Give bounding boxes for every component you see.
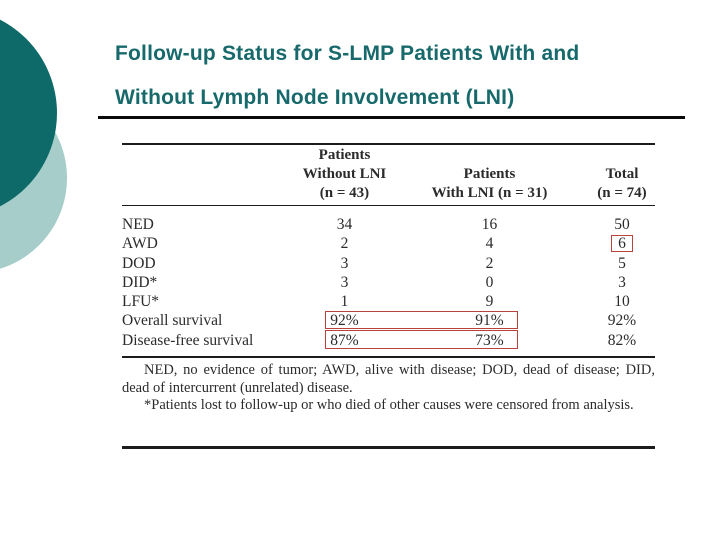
cell-with-lni: 16 [481, 216, 498, 233]
slide-title-line-1: Follow-up Status for S-LMP Patients With… [115, 42, 580, 65]
cell-total: 50 [614, 216, 630, 233]
row-label: DID* [122, 273, 158, 291]
cell-without-lni: 1 [340, 293, 349, 311]
cell-with-lni: 73% [475, 331, 504, 349]
header-patients-with-lni: Patients With LNI (n = 31) [431, 166, 548, 201]
row-label: NED [122, 216, 154, 233]
table-rule-bottom [122, 446, 655, 449]
cell-without-lni: 2 [340, 235, 349, 253]
title-underline [98, 116, 685, 119]
highlight-box-overall-survival-row [325, 310, 518, 329]
row-label: DOD [122, 254, 156, 272]
cell-without-lni: 92% [330, 312, 359, 330]
cell-total: 3 [618, 273, 626, 291]
slide-title-line-2: Without Lymph Node Involvement (LNI) [115, 86, 515, 109]
cell-with-lni: 4 [485, 235, 494, 253]
table-footnotes: NED, no evidence of tumor; AWD, alive wi… [122, 362, 655, 415]
cell-with-lni: 91% [475, 312, 504, 330]
highlight-box-disease-free-survival-row [325, 330, 518, 349]
row-label: Overall survival [122, 312, 223, 330]
table-body: NED 34 16 50 AWD 2 4 6 DOD 3 2 5 DID* 3 … [122, 215, 655, 350]
table-row-overall-survival: Overall survival 92% 91% 92% [122, 311, 655, 330]
cell-without-lni: 87% [330, 331, 359, 349]
header-total: Total (n = 74) [597, 166, 647, 201]
cell-without-lni: 3 [340, 273, 349, 291]
cell-total: 5 [618, 254, 626, 272]
table-row-disease-free-survival: Disease-free survival 87% 73% 82% [122, 331, 655, 350]
cell-total: 10 [614, 293, 630, 311]
cell-total: 82% [607, 331, 637, 349]
cell-without-lni: 34 [336, 216, 353, 233]
cell-with-lni: 9 [485, 293, 494, 311]
header-patients-without-lni: Patients Without LNI (n = 43) [302, 147, 387, 201]
row-label: LFU* [122, 293, 160, 311]
table-header-row: Patients Without LNI (n = 43) Patients W… [122, 145, 655, 203]
table-row-dod: DOD 3 2 5 [122, 254, 655, 273]
table-rule-header [122, 204, 655, 206]
cell-without-lni: 3 [340, 254, 349, 272]
cell-total: 92% [607, 312, 637, 330]
highlight-box-awd-total: 6 [611, 235, 633, 253]
table-rule-top [122, 143, 655, 145]
row-label: AWD [122, 235, 158, 253]
row-label: Disease-free survival [122, 331, 254, 349]
footnote-censoring: *Patients lost to follow-up or who died … [144, 397, 634, 413]
table-rule-data-end [122, 356, 655, 358]
cell-with-lni: 0 [485, 273, 494, 291]
scanned-table-figure: Patients Without LNI (n = 43) Patients W… [122, 143, 655, 455]
table-row-ned: NED 34 16 50 [122, 215, 655, 234]
table-row-awd: AWD 2 4 6 [122, 234, 655, 253]
cell-total: 6 [567, 234, 655, 253]
footnote-abbreviations: NED, no evidence of tumor; AWD, alive wi… [122, 362, 655, 396]
table-row-did: DID* 3 0 3 [122, 273, 655, 292]
table-row-lfu: LFU* 1 9 10 [122, 292, 655, 311]
cell-with-lni: 2 [485, 254, 494, 272]
